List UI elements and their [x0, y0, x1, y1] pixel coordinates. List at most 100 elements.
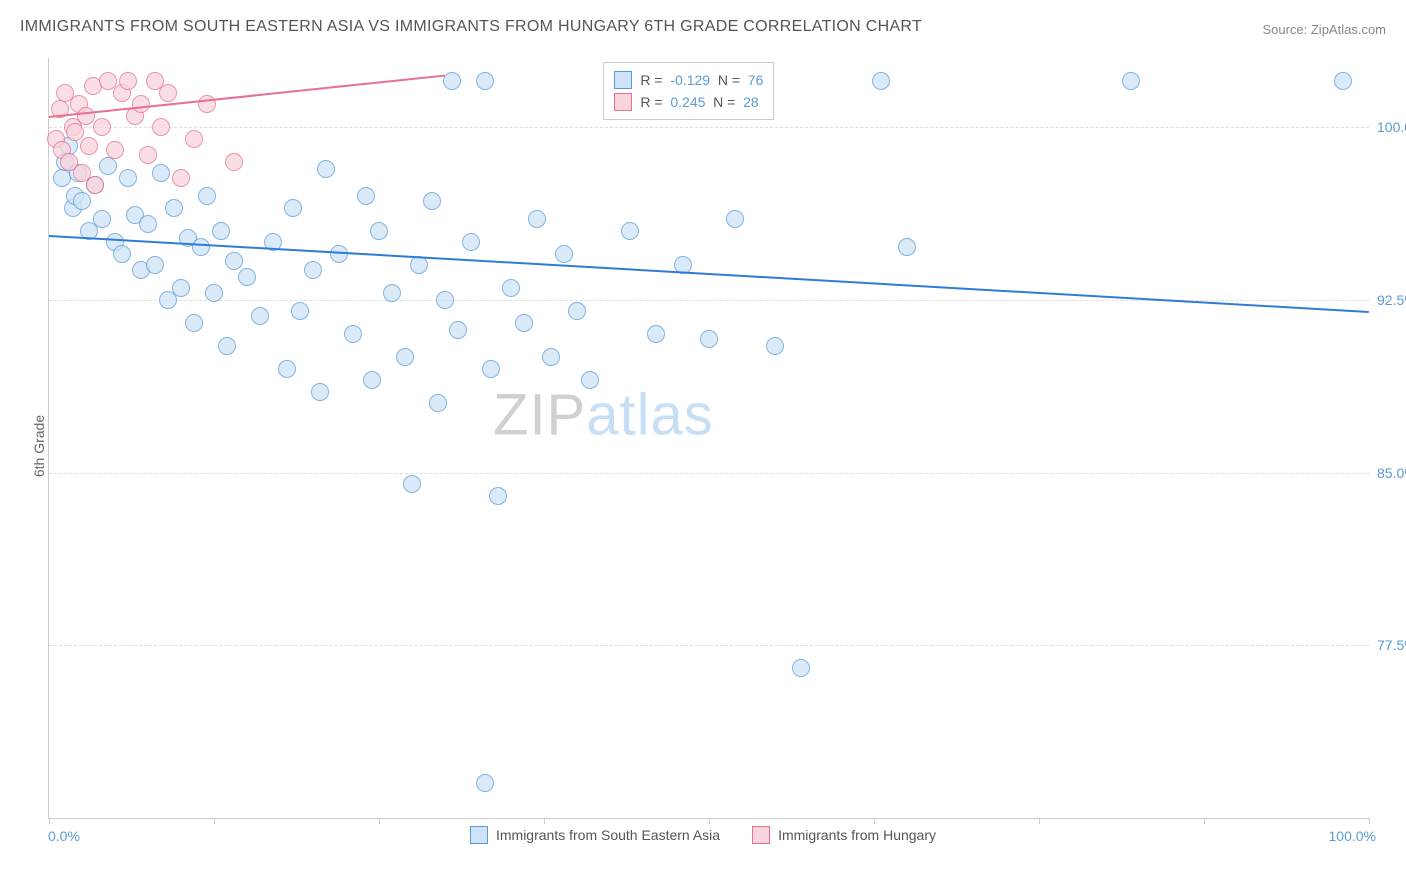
- x-tick-mark: [1369, 818, 1370, 824]
- data-point: [77, 107, 95, 125]
- data-point: [172, 169, 190, 187]
- data-point: [192, 238, 210, 256]
- legend-label: Immigrants from Hungary: [778, 827, 936, 843]
- y-axis-label: 6th Grade: [31, 415, 47, 477]
- data-point: [568, 302, 586, 320]
- data-point: [429, 394, 447, 412]
- legend-swatch: [752, 826, 770, 844]
- data-point: [278, 360, 296, 378]
- data-point: [489, 487, 507, 505]
- data-point: [370, 222, 388, 240]
- data-point: [172, 279, 190, 297]
- data-point: [185, 130, 203, 148]
- data-point: [152, 164, 170, 182]
- x-tick-mark: [49, 818, 50, 824]
- legend-swatch: [470, 826, 488, 844]
- stats-legend-text: R = 0.245 N = 28: [640, 91, 758, 113]
- data-point: [436, 291, 454, 309]
- data-point: [225, 153, 243, 171]
- y-tick-label: 92.5%: [1377, 292, 1406, 308]
- data-point: [119, 169, 137, 187]
- data-point: [218, 337, 236, 355]
- legend-swatch: [614, 71, 632, 89]
- data-point: [317, 160, 335, 178]
- data-point: [93, 210, 111, 228]
- data-point: [542, 348, 560, 366]
- data-point: [357, 187, 375, 205]
- data-point: [449, 321, 467, 339]
- bottom-legend: Immigrants from South Eastern Asia Immigr…: [470, 826, 936, 844]
- data-point: [647, 325, 665, 343]
- x-tick-mark: [709, 818, 710, 824]
- data-point: [462, 233, 480, 251]
- data-point: [284, 199, 302, 217]
- data-point: [515, 314, 533, 332]
- x-tick-mark: [379, 818, 380, 824]
- x-tick-mark: [1039, 818, 1040, 824]
- data-point: [106, 141, 124, 159]
- x-tick-mark: [1204, 818, 1205, 824]
- data-point: [291, 302, 309, 320]
- data-point: [410, 256, 428, 274]
- data-point: [205, 284, 223, 302]
- data-point: [113, 245, 131, 263]
- data-point: [93, 118, 111, 136]
- watermark: ZIPatlas: [493, 382, 714, 449]
- data-point: [621, 222, 639, 240]
- data-point: [766, 337, 784, 355]
- data-point: [443, 72, 461, 90]
- data-point: [86, 176, 104, 194]
- data-point: [528, 210, 546, 228]
- data-point: [80, 137, 98, 155]
- data-point: [99, 157, 117, 175]
- stats-legend-row: R = 0.245 N = 28: [614, 91, 763, 113]
- data-point: [396, 348, 414, 366]
- data-point: [165, 199, 183, 217]
- x-axis-min-label: 0.0%: [48, 828, 80, 844]
- legend-swatch: [614, 93, 632, 111]
- legend-item: Immigrants from Hungary: [752, 826, 936, 844]
- data-point: [363, 371, 381, 389]
- data-point: [872, 72, 890, 90]
- data-point: [482, 360, 500, 378]
- data-point: [476, 72, 494, 90]
- data-point: [251, 307, 269, 325]
- data-point: [152, 118, 170, 136]
- data-point: [139, 146, 157, 164]
- data-point: [555, 245, 573, 263]
- data-point: [581, 371, 599, 389]
- x-tick-mark: [544, 818, 545, 824]
- data-point: [73, 192, 91, 210]
- data-point: [185, 314, 203, 332]
- data-point: [119, 72, 137, 90]
- data-point: [304, 261, 322, 279]
- data-point: [238, 268, 256, 286]
- data-point: [726, 210, 744, 228]
- y-tick-label: 77.5%: [1377, 637, 1406, 653]
- gridline: [49, 473, 1369, 474]
- data-point: [344, 325, 362, 343]
- x-axis-max-label: 100.0%: [1329, 828, 1376, 844]
- data-point: [700, 330, 718, 348]
- x-tick-mark: [214, 818, 215, 824]
- stats-legend-row: R = -0.129 N = 76: [614, 69, 763, 91]
- data-point: [403, 475, 421, 493]
- data-point: [139, 215, 157, 233]
- data-point: [132, 95, 150, 113]
- legend-label: Immigrants from South Eastern Asia: [496, 827, 720, 843]
- data-point: [898, 238, 916, 256]
- data-point: [1334, 72, 1352, 90]
- data-point: [476, 774, 494, 792]
- data-point: [311, 383, 329, 401]
- gridline: [49, 127, 1369, 128]
- x-tick-mark: [874, 818, 875, 824]
- y-tick-label: 100.0%: [1377, 119, 1406, 135]
- stats-legend-text: R = -0.129 N = 76: [640, 69, 763, 91]
- stats-legend: R = -0.129 N = 76R = 0.245 N = 28: [603, 62, 774, 120]
- source-label: Source: ZipAtlas.com: [1262, 22, 1386, 37]
- data-point: [198, 187, 216, 205]
- data-point: [225, 252, 243, 270]
- gridline: [49, 645, 1369, 646]
- data-point: [1122, 72, 1140, 90]
- data-point: [146, 256, 164, 274]
